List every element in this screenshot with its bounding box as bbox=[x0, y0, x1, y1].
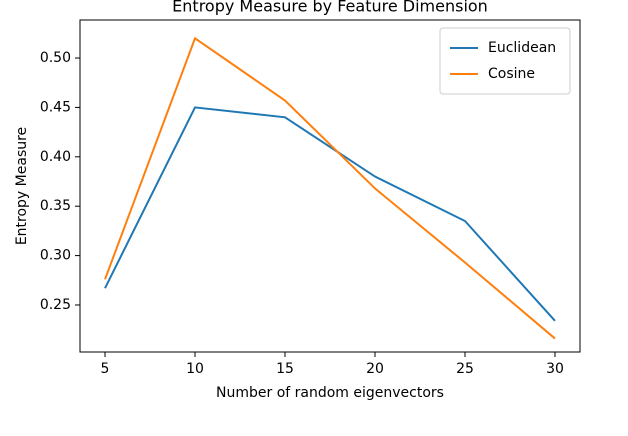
y-axis-label: Entropy Measure bbox=[14, 127, 30, 245]
x-tick-label: 10 bbox=[186, 361, 204, 377]
legend-label: Cosine bbox=[488, 66, 535, 82]
legend-label: Euclidean bbox=[488, 40, 556, 56]
legend-box bbox=[439, 27, 571, 95]
x-axis-label: Number of random eigenvectors bbox=[216, 385, 444, 401]
plot-frame bbox=[79, 19, 581, 353]
series-line bbox=[104, 36, 556, 340]
y-tick-label: 0.35 bbox=[40, 198, 71, 214]
y-tick-label: 0.25 bbox=[40, 297, 71, 313]
y-tick-label: 0.30 bbox=[40, 248, 71, 264]
x-tick-label: 5 bbox=[101, 361, 110, 377]
x-tick-label: 30 bbox=[546, 361, 564, 377]
y-tick-label: 0.40 bbox=[40, 149, 71, 165]
x-tick-label: 20 bbox=[366, 361, 384, 377]
chart-title: Entropy Measure by Feature Dimension bbox=[172, 0, 488, 16]
x-tick-label: 25 bbox=[456, 361, 474, 377]
y-tick-label: 0.45 bbox=[40, 99, 71, 115]
y-tick-label: 0.50 bbox=[40, 50, 71, 66]
x-tick-label: 15 bbox=[276, 361, 294, 377]
series-line bbox=[104, 106, 556, 322]
